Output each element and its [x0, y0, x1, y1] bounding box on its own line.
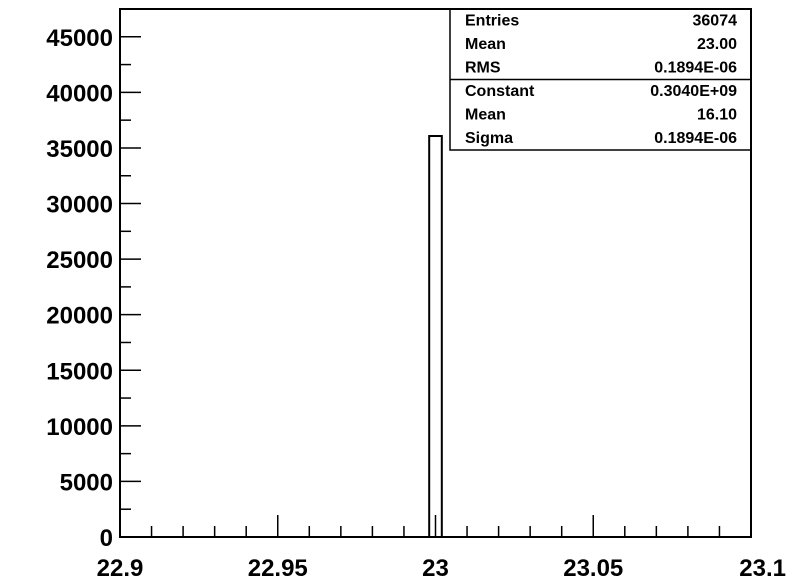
- statistics-box: Entries 36074 Mean 23.00 RMS 0.1894E-06 Consta…: [449, 8, 752, 151]
- x-tick-label: 23.1: [739, 555, 786, 581]
- y-tick-label: 30000: [46, 192, 113, 219]
- y-tick-label: 45000: [46, 25, 113, 52]
- y-tick-label: 40000: [46, 80, 113, 107]
- stats-label: Constant: [465, 83, 535, 100]
- y-tick-label: 25000: [46, 247, 113, 274]
- x-tick-label: 22.95: [248, 555, 308, 581]
- y-tick-label: 15000: [46, 358, 113, 385]
- y-tick-label: 10000: [46, 414, 113, 441]
- stats-value: 0.1894E-06: [654, 60, 737, 77]
- stats-label: Entries: [465, 13, 519, 30]
- y-tick-label: 5000: [60, 469, 113, 496]
- y-tick-label: 0: [100, 525, 113, 552]
- stats-label: RMS: [465, 60, 501, 77]
- plot-frame: [119, 8, 752, 538]
- stats-label: Sigma: [465, 130, 513, 147]
- x-tick-label: 23: [422, 555, 449, 581]
- x-axis-tick-labels: 22.9 22.95 23 23.05 23.1: [97, 555, 786, 581]
- stats-value: 0.3040E+09: [650, 83, 737, 100]
- stats-value: 36074: [693, 13, 738, 30]
- stats-value: 0.1894E-06: [654, 130, 737, 147]
- x-tick-label: 23.05: [563, 555, 623, 581]
- x-tick-label: 22.9: [97, 555, 144, 581]
- stats-value: 23.00: [697, 36, 737, 53]
- y-axis-tick-labels: 0 5000 10000 15000 20000 25000 30000 35000 40000…: [46, 25, 113, 552]
- stats-label: Mean: [465, 107, 506, 124]
- stats-value: 16.10: [697, 107, 737, 124]
- y-tick-label: 35000: [46, 136, 113, 163]
- y-tick-label: 20000: [46, 303, 113, 330]
- stats-label: Mean: [465, 36, 506, 53]
